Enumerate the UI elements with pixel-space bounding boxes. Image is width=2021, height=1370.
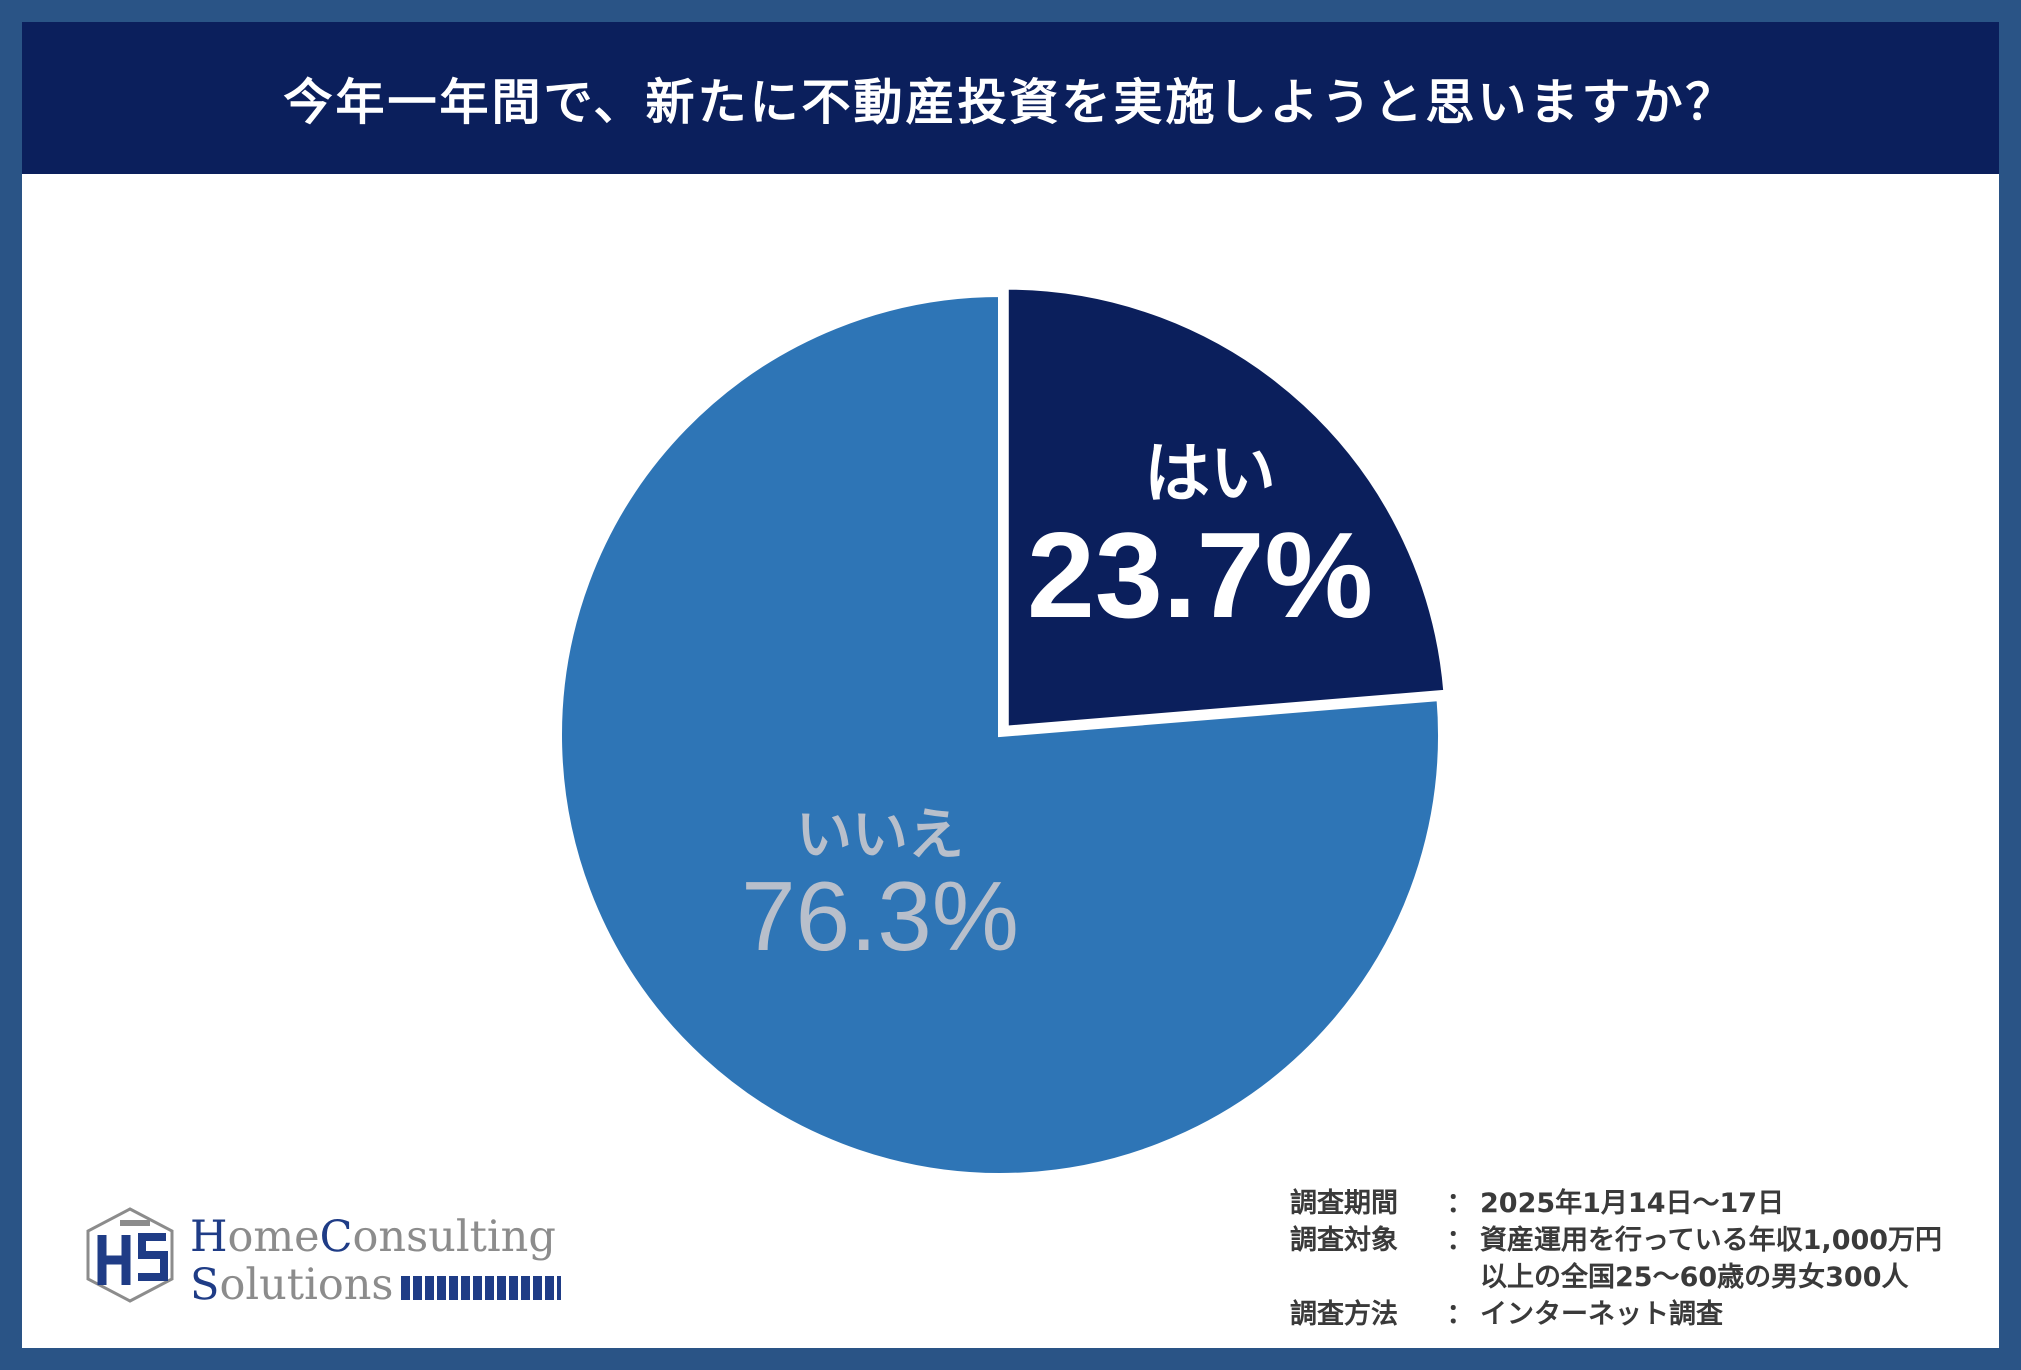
survey-period-row: 調査期間 ： 2025年1月14日～17日 <box>1290 1188 1785 1219</box>
logo-stripes <box>401 1276 562 1300</box>
chart-title: 今年一年間で、新たに不動産投資を実施しようと思いますか？ <box>283 73 1738 131</box>
slice-value-no: 76.3% <box>741 861 1019 971</box>
survey-target-row-2: 以上の全国25～60歳の男女300人 <box>1480 1262 1909 1293</box>
survey-target-row: 調査対象 ： 資産運用を行っている年収1,000万円 <box>1290 1225 1943 1256</box>
slice-label-no: いいえ <box>796 803 964 866</box>
logo-wordmark: HomeConsulting Solutions <box>190 1213 562 1309</box>
pie-slice-1 <box>558 292 1442 1177</box>
survey-method-row: 調査方法 ： インターネット調査 <box>1290 1299 1723 1330</box>
slice-label-yes: はい <box>1144 436 1276 510</box>
logo-mark-icon <box>86 1207 174 1303</box>
pie-slice-0 <box>1004 285 1448 730</box>
title-bar: 今年一年間で、新たに不動産投資を実施しようと思いますか？ <box>22 22 1999 174</box>
survey-info: 調査期間 ： 2025年1月14日～17日 調査対象 ： 資産運用を行っている年… <box>1290 1185 1942 1333</box>
slice-value-yes: 23.7% <box>1027 507 1373 643</box>
